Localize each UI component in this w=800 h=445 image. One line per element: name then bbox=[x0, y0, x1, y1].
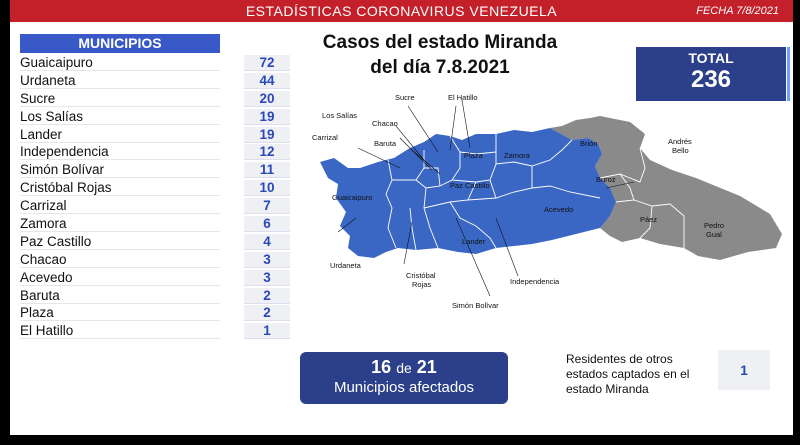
municipio-name: Zamora bbox=[20, 216, 220, 233]
municipio-name: Lander bbox=[20, 127, 220, 143]
total-accent-bar bbox=[787, 47, 790, 101]
municipio-name: Simón Bolívar bbox=[20, 162, 220, 179]
map-label-chacao: Chacao bbox=[372, 119, 398, 128]
map-label-el-hatillo: El Hatillo bbox=[448, 93, 478, 102]
map-label-brion: Brión bbox=[580, 139, 598, 148]
municipio-value: 11 bbox=[244, 162, 290, 179]
municipio-name: Carrizal bbox=[20, 198, 220, 215]
map-label-acevedo: Acevedo bbox=[544, 205, 573, 214]
map-label-cristobal-rojas-1: Cristóbal bbox=[406, 271, 436, 280]
map-label-los-salias: Los Salías bbox=[322, 111, 357, 120]
map-label-baruta: Baruta bbox=[374, 139, 397, 148]
municipio-value: 3 bbox=[244, 251, 290, 268]
municipio-name: Los Salías bbox=[20, 109, 220, 125]
municipio-name: Plaza bbox=[20, 305, 220, 322]
municipio-value: 10 bbox=[244, 180, 290, 197]
municipio-name: El Hatillo bbox=[20, 323, 220, 340]
municipio-row: Paz Castillo 4 bbox=[20, 233, 290, 252]
municipio-row: Guaicaipuro 72 bbox=[20, 55, 290, 73]
map-label-paez: Páez bbox=[640, 215, 657, 224]
municipio-value: 4 bbox=[244, 233, 290, 250]
municipio-row: El Hatillo 1 bbox=[20, 323, 290, 341]
map-label-paz-castillo: Paz Castillo bbox=[450, 181, 490, 190]
map-label-urdaneta: Urdaneta bbox=[330, 261, 362, 270]
region-unaffected bbox=[550, 116, 782, 260]
total-box: TOTAL 236 bbox=[636, 47, 786, 101]
municipios-list: Guaicaipuro 72 Urdaneta 44 Sucre 20 Los Salías… bbox=[20, 55, 290, 341]
municipio-name: Guaicaipuro bbox=[20, 55, 220, 71]
affected-count: 16 bbox=[371, 357, 392, 377]
municipio-value: 72 bbox=[244, 55, 290, 71]
municipio-name: Baruta bbox=[20, 288, 220, 304]
residents-value: 1 bbox=[718, 350, 770, 390]
map-label-guaicaipuro: Guaicaipuro bbox=[332, 193, 372, 202]
municipio-row: Simón Bolívar 11 bbox=[20, 162, 290, 180]
title-bar: ESTADÍSTICAS CORONAVIRUS VENEZUELA FECHA… bbox=[10, 0, 793, 22]
municipio-row: Independencia 12 bbox=[20, 144, 290, 162]
affected-de: de bbox=[396, 360, 412, 376]
municipio-name: Paz Castillo bbox=[20, 234, 220, 250]
map-label-buroz: Buroz bbox=[596, 175, 616, 184]
municipio-name: Sucre bbox=[20, 91, 220, 107]
map-label-zamora: Zamora bbox=[504, 151, 531, 160]
municipio-value: 44 bbox=[244, 72, 290, 89]
map-label-sucre: Sucre bbox=[395, 93, 415, 102]
headline: Casos del estado Miranda del día 7.8.202… bbox=[290, 30, 590, 80]
municipio-value: 19 bbox=[244, 108, 290, 125]
municipio-row: Carrizal 7 bbox=[20, 198, 290, 216]
affected-municipios-box: 16 de 21 Municipios afectados bbox=[300, 352, 508, 404]
municipio-row: Urdaneta 44 bbox=[20, 72, 290, 91]
residents-text: Residentes de otros estados captados en … bbox=[566, 352, 690, 396]
report-date: FECHA 7/8/2021 bbox=[696, 5, 779, 17]
municipio-row: Chacao 3 bbox=[20, 251, 290, 270]
map-label-plaza: Plaza bbox=[464, 151, 484, 160]
map-label-andres-bello-1: Andrés bbox=[668, 137, 692, 146]
map-label-cristobal-rojas-2: Rojas bbox=[412, 280, 431, 289]
map-label-simon-bolivar: Simón Bolívar bbox=[452, 301, 499, 310]
municipio-row: Cristóbal Rojas 10 bbox=[20, 180, 290, 198]
headline-line-2: del día 7.8.2021 bbox=[370, 57, 510, 78]
map-label-lander: Lander bbox=[462, 237, 486, 246]
municipio-row: Acevedo 3 bbox=[20, 269, 290, 288]
municipio-value: 6 bbox=[244, 216, 290, 233]
map-label-independencia: Independencia bbox=[510, 277, 560, 286]
headline-line-1: Casos del estado Miranda bbox=[322, 32, 558, 53]
miranda-map-svg: Sucre El Hatillo Los Salías Chacao Carri… bbox=[312, 93, 782, 310]
municipio-value: 20 bbox=[244, 90, 290, 107]
municipio-value: 7 bbox=[244, 198, 290, 215]
municipio-row: Los Salías 19 bbox=[20, 108, 290, 127]
municipio-value: 19 bbox=[244, 126, 290, 143]
municipio-name: Acevedo bbox=[20, 270, 220, 286]
grey-borders bbox=[599, 147, 685, 248]
map-label-andres-bello-2: Bello bbox=[672, 146, 689, 155]
internal-borders bbox=[385, 134, 601, 251]
municipio-row: Zamora 6 bbox=[20, 216, 290, 234]
municipio-name: Independencia bbox=[20, 144, 220, 161]
affected-total: 21 bbox=[416, 357, 437, 377]
total-label: TOTAL bbox=[688, 50, 734, 66]
affected-count-line: 16 de 21 bbox=[300, 357, 508, 378]
leader-lines bbox=[337, 99, 635, 297]
total-value: 236 bbox=[690, 66, 732, 93]
affected-label: Municipios afectados bbox=[333, 379, 475, 396]
map-label-pedro-gual-2: Gual bbox=[706, 230, 722, 239]
page-title: ESTADÍSTICAS CORONAVIRUS VENEZUELA bbox=[245, 3, 558, 19]
municipio-value: 12 bbox=[244, 144, 290, 161]
municipios-header: MUNICIPIOS bbox=[20, 34, 220, 53]
municipio-row: Sucre 20 bbox=[20, 90, 290, 109]
region-affected bbox=[320, 128, 616, 258]
municipio-row: Lander 19 bbox=[20, 126, 290, 145]
municipio-name: Cristóbal Rojas bbox=[20, 180, 220, 197]
municipio-name: Chacao bbox=[20, 252, 220, 268]
municipio-value: 2 bbox=[244, 305, 290, 322]
municipio-value: 1 bbox=[244, 323, 290, 340]
miranda-map: Sucre El Hatillo Los Salías Chacao Carri… bbox=[300, 88, 800, 328]
map-label-pedro-gual-1: Pedro bbox=[704, 221, 724, 230]
map-label-carrizal: Carrizal bbox=[312, 133, 338, 142]
municipio-value: 3 bbox=[244, 269, 290, 286]
municipio-row: Baruta 2 bbox=[20, 287, 290, 306]
municipio-value: 2 bbox=[244, 287, 290, 304]
municipio-row: Plaza 2 bbox=[20, 305, 290, 323]
municipio-name: Urdaneta bbox=[20, 73, 220, 89]
